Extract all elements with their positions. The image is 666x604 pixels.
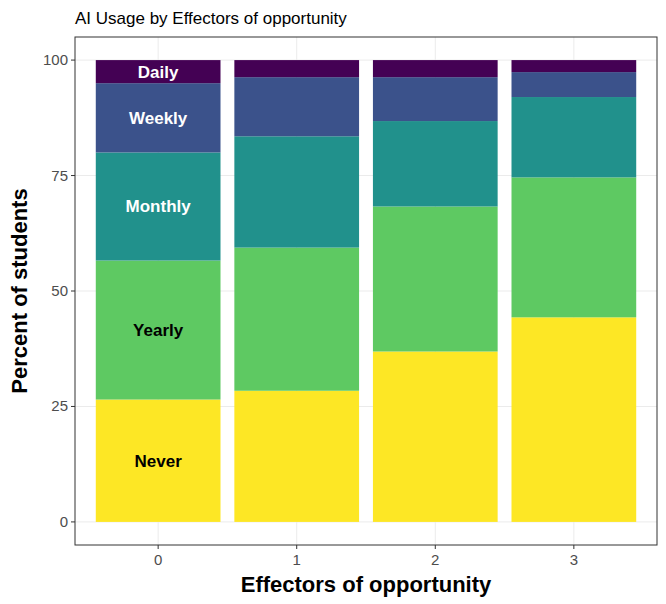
series-label: Weekly (129, 109, 188, 128)
tick-mark (71, 406, 75, 407)
series-label: Monthly (126, 197, 192, 216)
bar-segment (234, 391, 359, 522)
bar-segment (512, 97, 637, 177)
bars (96, 60, 636, 522)
series-label: Yearly (133, 321, 184, 340)
tick-label: 25 (51, 397, 68, 414)
plot-background (75, 37, 657, 545)
bar-segment (96, 60, 221, 83)
title: AI Usage by Effectors of opportunity (75, 9, 347, 28)
bar-segment (373, 60, 498, 77)
bar-segment (373, 206, 498, 351)
bar-segment (512, 317, 637, 522)
plot-frame (75, 37, 657, 545)
tick-mark (573, 545, 574, 549)
tick-label: 3 (570, 551, 578, 568)
bar-segment (512, 72, 637, 97)
y-axis-title: Percent of students (7, 188, 32, 393)
bar-segment (234, 248, 359, 391)
tick-mark (296, 545, 297, 549)
bar-segment (234, 60, 359, 77)
tick-label: 0 (154, 551, 162, 568)
bar-segment (373, 351, 498, 521)
series-label: Daily (138, 63, 179, 82)
bar-segment (234, 77, 359, 136)
bar-segment (373, 77, 498, 121)
tick-label: 75 (51, 167, 68, 184)
bar-segment (96, 261, 221, 400)
tick-mark (435, 545, 436, 549)
bar-segment (234, 136, 359, 247)
x-axis-title: Effectors of opportunity (241, 572, 492, 597)
tick-mark (71, 291, 75, 292)
tick-label: 100 (43, 51, 68, 68)
tick-mark (158, 545, 159, 549)
tick-mark (71, 60, 75, 61)
bar-segment (96, 152, 221, 260)
series-label: Never (135, 452, 183, 471)
tick-label: 1 (293, 551, 301, 568)
tick-mark (71, 521, 75, 522)
bar-segment (96, 400, 221, 522)
bar-segment (373, 121, 498, 206)
chart: Never Yearly Monthly Weekly Daily 0 25 50 75 100 0… (0, 0, 666, 604)
bar-segment (512, 177, 637, 317)
tick-mark (71, 175, 75, 176)
tick-label: 50 (51, 282, 68, 299)
bar-segment (96, 83, 221, 152)
tick-label: 2 (431, 551, 439, 568)
tick-label: 0 (60, 513, 68, 530)
bar-segment (512, 60, 637, 72)
